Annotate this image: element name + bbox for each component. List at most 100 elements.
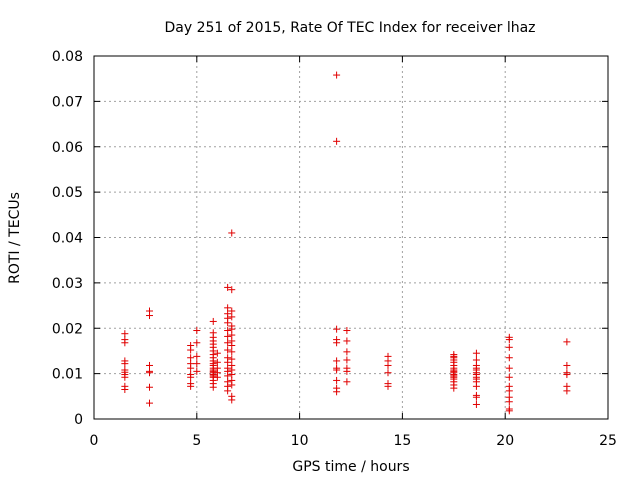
x-tick-label: 15 [393,433,411,449]
data-point [384,380,392,388]
data-point [187,354,195,362]
data-point [224,327,232,335]
data-point [228,322,236,330]
data-point [563,338,571,346]
data-point [193,327,201,335]
data-point [228,307,236,315]
data-point [333,376,341,384]
data-point [224,304,232,312]
y-tick-label: 0.03 [52,276,83,292]
data-point [333,71,341,79]
data-point [213,358,221,366]
chart-title: Day 251 of 2015, Rate Of TEC Index for r… [164,20,535,36]
data-point [343,356,351,364]
data-point [121,330,129,338]
data-point [505,354,513,362]
data-point [343,327,351,335]
data-point [472,356,480,364]
data-point [343,378,351,386]
y-tick-label: 0.07 [52,94,83,110]
data-point [505,343,513,351]
data-point [193,339,201,347]
data-point [333,137,341,145]
x-tick-label: 5 [192,433,201,449]
data-point [224,332,232,340]
data-point [209,329,217,337]
y-tick-label: 0.01 [52,367,83,383]
data-point [187,341,195,349]
data-point [224,346,232,354]
data-point [343,337,351,345]
data-point [121,336,129,344]
data-point [213,364,221,372]
data-point [228,376,236,384]
data-point [333,336,341,344]
x-axis-label: GPS time / hours [292,459,409,475]
y-tick-label: 0.08 [52,49,83,65]
data-point [187,360,195,368]
data-point [146,307,154,315]
y-tick-label: 0.06 [52,140,83,156]
data-point [505,382,513,390]
x-tick-label: 0 [90,433,99,449]
data-point [472,391,480,399]
data-point [193,360,201,368]
x-axis-ticks: 0 5 10 15 20 25 [90,56,617,449]
data-point [505,364,513,372]
data-point [224,364,232,372]
data-points [121,71,571,415]
data-point [228,286,236,294]
data-point [333,357,341,365]
data-point [505,333,513,341]
data-point [146,399,154,407]
data-point [224,378,232,386]
x-tick-label: 25 [599,433,617,449]
y-tick-label: 0.04 [52,231,83,247]
data-point [224,339,232,347]
data-point [187,371,195,379]
x-tick-label: 20 [496,433,514,449]
data-point [121,366,129,374]
data-point [146,383,154,391]
data-point [472,349,480,357]
data-point [224,310,232,318]
data-point [333,364,341,372]
data-point [384,369,392,377]
data-point [228,355,236,363]
y-tick-label: 0 [74,412,83,428]
data-point [505,393,513,401]
data-point [213,349,221,357]
data-point [333,325,341,333]
y-axis-ticks: 0 0.01 0.02 0.03 0.04 0.05 0.06 0.07 0.08 [52,49,608,428]
data-point [187,380,195,388]
data-point [146,361,154,369]
data-point [333,384,341,392]
data-point [505,405,513,413]
data-point [193,367,201,375]
data-point [228,337,236,345]
data-point [224,283,232,291]
data-point [343,348,351,356]
y-axis-label: ROTI / TECUs [7,192,23,284]
data-point [563,369,571,377]
data-point [450,351,458,359]
data-point [224,354,232,362]
x-tick-label: 10 [291,433,309,449]
data-point [228,229,236,237]
data-point [228,361,236,369]
data-point [563,361,571,369]
data-point [228,331,236,339]
data-point [228,392,236,400]
data-point [121,382,129,390]
data-point [563,382,571,390]
data-point [228,313,236,321]
data-point [505,373,513,381]
data-point [193,352,201,360]
data-point [472,400,480,408]
data-point [343,364,351,372]
grid [94,56,608,419]
y-tick-label: 0.02 [52,321,83,337]
data-point [146,367,154,375]
data-point [384,352,392,360]
